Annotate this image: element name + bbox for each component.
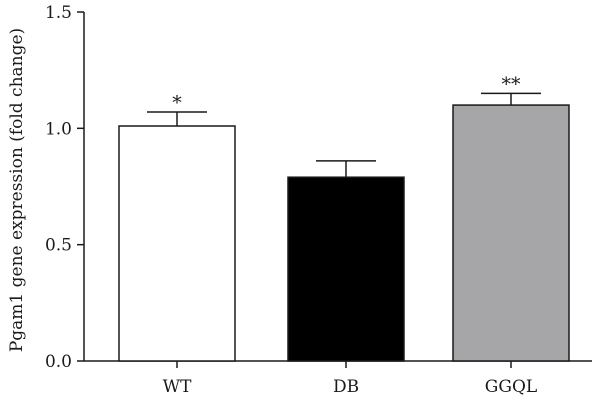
significance-marker-ggql: ** [502, 73, 522, 95]
bar-wt [118, 125, 236, 362]
y-tick-label: 1.5 [45, 3, 72, 23]
plot-area: 0.0 0.5 1.0 1.5 * WT DB ** GGQL [45, 3, 592, 397]
y-tick-label: 1.0 [45, 119, 72, 139]
significance-marker-wt: * [172, 92, 182, 114]
x-tick-label-ggql: GGQL [485, 377, 537, 397]
y-axis-label: Pgam1 gene expression (fold change) [7, 28, 27, 352]
x-tick-label-wt: WT [163, 377, 192, 397]
x-tick-label-db: DB [333, 377, 359, 397]
y-tick-label: 0.5 [45, 236, 72, 256]
bar-ggql [452, 104, 570, 362]
bar-db [287, 176, 405, 362]
y-tick-label: 0.0 [45, 352, 72, 372]
